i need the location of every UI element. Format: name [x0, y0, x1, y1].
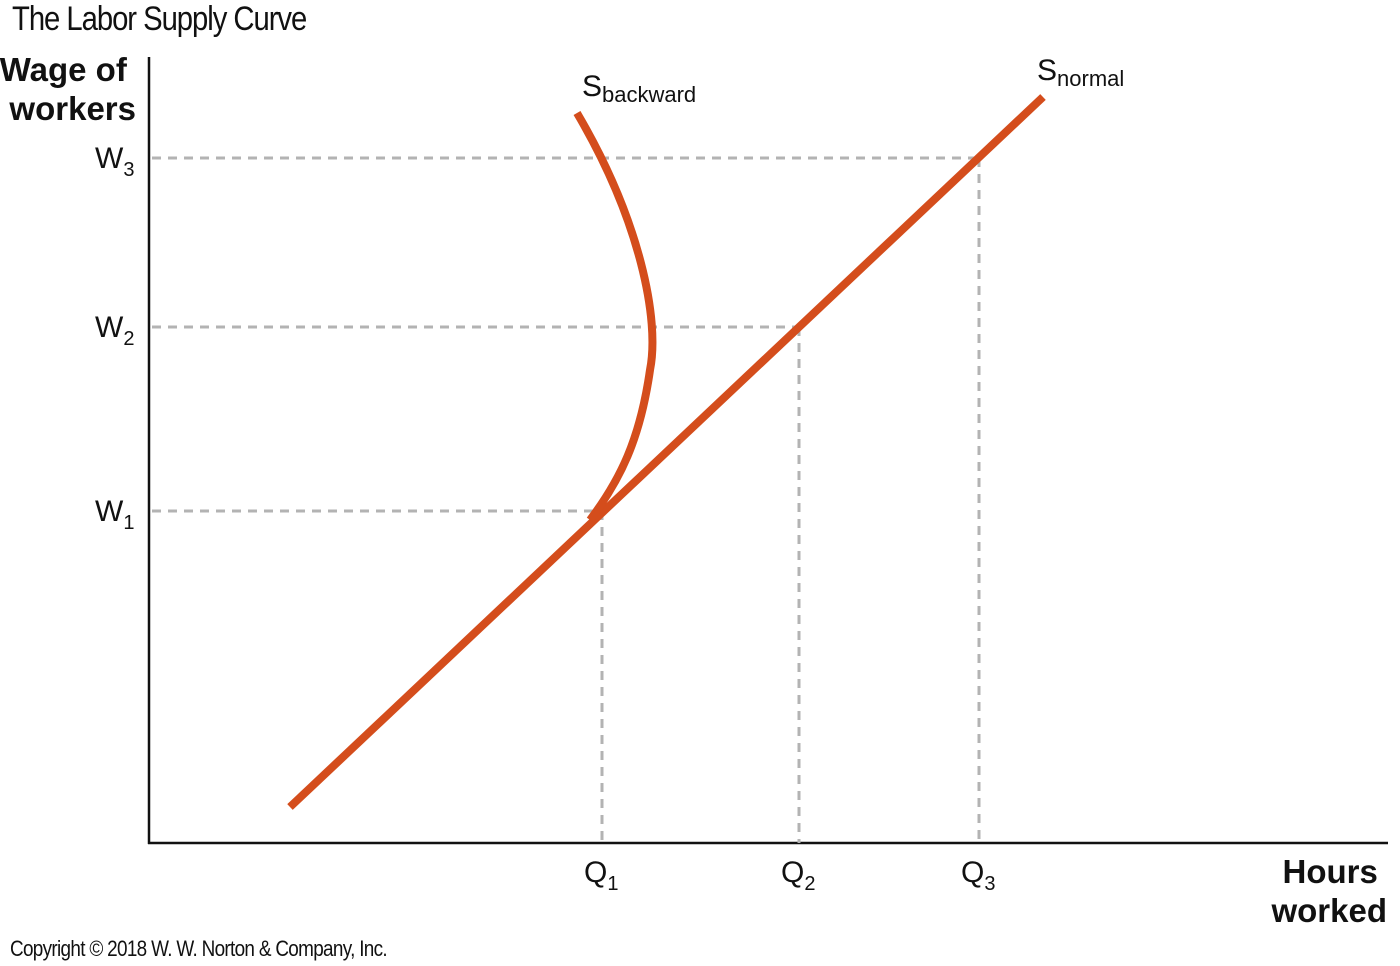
supply-backward-curve — [573, 110, 657, 523]
quantity-label-q2: Q2 — [781, 856, 815, 895]
y-axis-title-line1: Wage of — [0, 51, 128, 88]
wage-label-w2: W2 — [95, 311, 134, 350]
guide-lines — [152, 156, 981, 843]
y-axis-title: Wage of workers — [0, 51, 136, 127]
y-axis-title-line2: workers — [8, 90, 136, 127]
quantity-label-q1: Q1 — [584, 856, 618, 895]
curve-label-normal: Snormal — [1037, 54, 1124, 91]
copyright-notice: Copyright © 2018 W. W. Norton & Company,… — [10, 936, 388, 961]
quantity-label-q3: Q3 — [961, 856, 995, 895]
wage-label-w1: W1 — [95, 495, 134, 534]
diagram-title: The Labor Supply Curve — [12, 0, 307, 38]
x-axis-title-line1: Hours — [1282, 853, 1377, 890]
x-axis-title: Hours worked — [1270, 853, 1387, 929]
curve-label-backward: Sbackward — [582, 70, 696, 107]
supply-normal-line — [287, 94, 1046, 810]
x-axis-title-line2: worked — [1270, 892, 1387, 929]
wage-label-w3: W3 — [95, 142, 134, 181]
